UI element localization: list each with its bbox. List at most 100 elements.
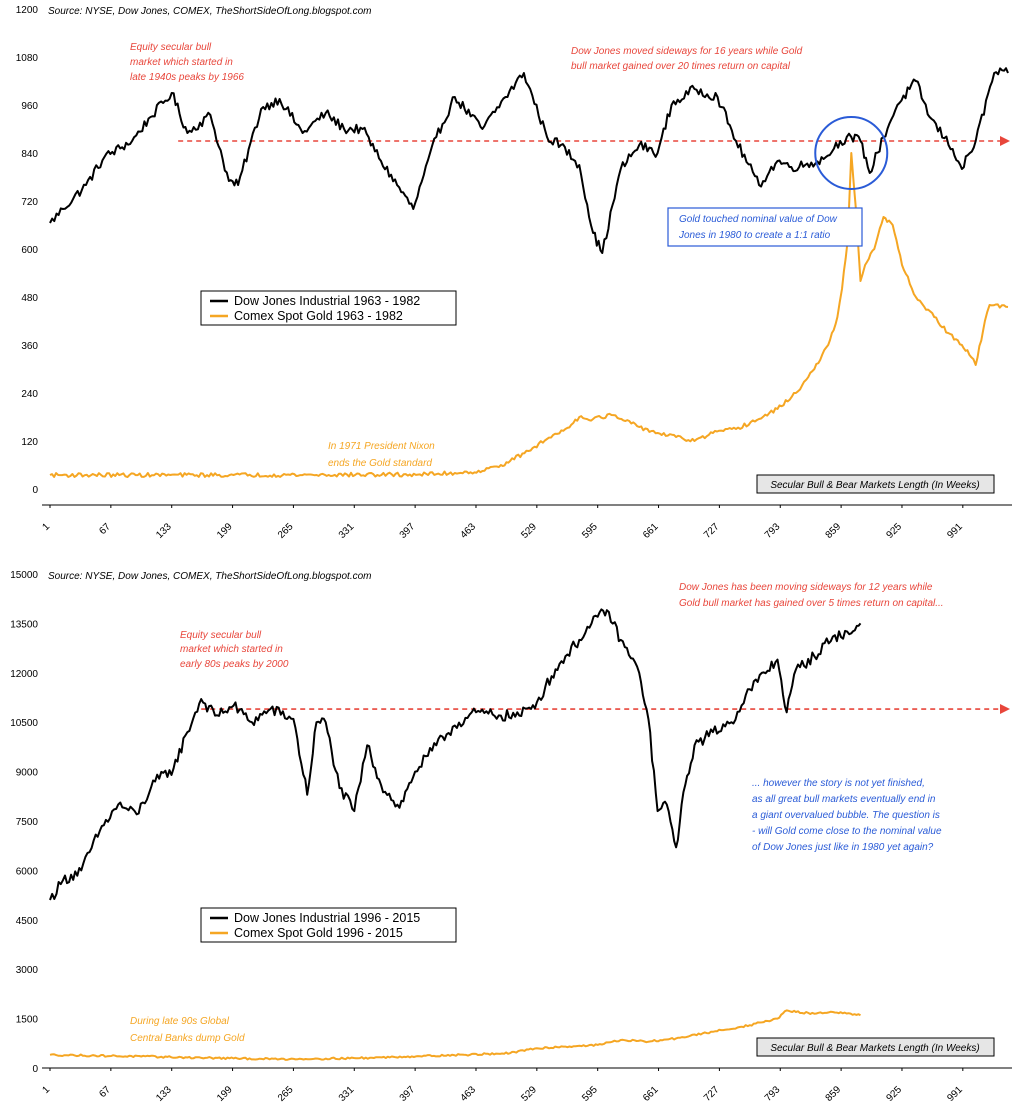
- x-tick-label: 859: [824, 1084, 844, 1104]
- annotation-equity-bull: Equity secular bull market which started…: [130, 42, 244, 83]
- y-tick-label: 12000: [10, 669, 38, 680]
- x-tick-label: 793: [763, 1084, 783, 1104]
- annotation-line: Equity secular bull: [130, 42, 212, 53]
- annotation-line: - will Gold come close to the nominal va…: [752, 826, 942, 837]
- annotation-line: ends the Gold standard: [328, 458, 432, 469]
- x-tick-label: 463: [459, 1084, 479, 1104]
- annotation-line: a giant overvalued bubble. The question …: [752, 810, 940, 821]
- y-tick-label: 1080: [16, 53, 39, 64]
- x-tick-label: 859: [824, 521, 844, 541]
- x-tick-label: 793: [763, 521, 783, 541]
- x-tick-label: 595: [580, 1084, 600, 1104]
- x-tick-label: 331: [337, 521, 357, 541]
- annotation-line: Equity secular bull: [180, 630, 262, 641]
- source-label: Source: NYSE, Dow Jones, COMEX, TheShort…: [48, 6, 372, 17]
- legend-label-dow: Dow Jones Industrial 1996 - 2015: [234, 911, 420, 925]
- y-tick-label: 0: [32, 485, 38, 496]
- annotation-line: Gold bull market has gained over 5 times…: [679, 598, 944, 609]
- y-tick-label: 600: [21, 245, 38, 256]
- x-tick-label: 331: [337, 1084, 357, 1104]
- y-tick-label: 360: [21, 341, 38, 352]
- x-tick-label: 1: [40, 521, 52, 533]
- annotation-line: of Dow Jones just like in 1980 yet again…: [752, 842, 934, 853]
- y-tick-label: 13500: [10, 619, 38, 630]
- x-tick-label: 199: [215, 521, 235, 541]
- y-tick-label: 10500: [10, 718, 38, 729]
- x-tick-label: 397: [398, 1084, 418, 1104]
- chart-dow-gold-1996-2015: Source: NYSE, Dow Jones, COMEX, TheShort…: [10, 570, 1012, 1104]
- y-tick-label: 720: [21, 197, 38, 208]
- x-tick-label: 727: [702, 521, 722, 541]
- x-tick-label: 925: [885, 1084, 905, 1104]
- y-tick-label: 7500: [16, 817, 39, 828]
- y-tick-label: 0: [32, 1064, 38, 1075]
- y-tick-label: 6000: [16, 866, 39, 877]
- x-axis-label-box: Secular Bull & Bear Markets Length (In W…: [756, 474, 995, 494]
- x-tick-label: 463: [459, 521, 479, 541]
- legend: Dow Jones Industrial 1963 - 1982 Comex S…: [200, 290, 457, 326]
- annotation-line: bull market gained over 20 times return …: [571, 61, 791, 72]
- x-tick-label: 265: [276, 1084, 296, 1104]
- y-tick-label: 240: [21, 389, 38, 400]
- annotation-line: as all great bull markets eventually end…: [752, 794, 936, 805]
- annotation-equity-bull: Equity secular bull market which started…: [180, 630, 289, 670]
- series-line-dow: [49, 608, 862, 901]
- y-tick-label: 1200: [16, 5, 39, 16]
- annotation-story: ... however the story is not yet finishe…: [752, 778, 942, 853]
- x-tick-label: 661: [641, 1084, 661, 1104]
- x-tick-label: 991: [945, 1084, 965, 1104]
- legend-label-dow: Dow Jones Industrial 1963 - 1982: [234, 294, 420, 308]
- series-line-dow: [49, 67, 1009, 254]
- annotation-central-banks: During late 90s Global Central Banks dum…: [130, 1016, 245, 1044]
- reference-arrow-head: [1000, 704, 1010, 715]
- chart-dow-gold-1963-1982: Source: NYSE, Dow Jones, COMEX, TheShort…: [16, 5, 1012, 541]
- annotation-line: Gold touched nominal value of Dow: [679, 214, 838, 225]
- x-tick-label: 925: [885, 521, 905, 541]
- y-tick-label: 120: [21, 437, 38, 448]
- annotation-ratio-box: Gold touched nominal value of Dow Jones …: [667, 207, 863, 247]
- annotation-nixon: In 1971 President Nixon ends the Gold st…: [328, 441, 435, 469]
- annotation-line: market which started in: [180, 644, 283, 655]
- annotation-line: In 1971 President Nixon: [328, 441, 435, 452]
- legend-label-gold: Comex Spot Gold 1996 - 2015: [234, 926, 403, 940]
- x-tick-label: 133: [154, 521, 174, 541]
- x-tick-label: 199: [215, 1084, 235, 1104]
- series-line-gold: [49, 1009, 861, 1061]
- series-line-gold: [49, 152, 1009, 478]
- annotation-line: During late 90s Global: [130, 1016, 230, 1027]
- x-tick-label: 727: [702, 1084, 722, 1104]
- annotation-sideways: Dow Jones moved sideways for 16 years wh…: [571, 46, 803, 72]
- x-tick-label: 529: [519, 521, 539, 541]
- annotation-line: ... however the story is not yet finishe…: [752, 778, 925, 789]
- x-axis-label: Secular Bull & Bear Markets Length (In W…: [770, 1043, 979, 1054]
- annotation-line: Central Banks dump Gold: [130, 1033, 245, 1044]
- y-tick-label: 15000: [10, 570, 38, 581]
- y-tick-label: 480: [21, 293, 38, 304]
- reference-arrow-head: [1000, 136, 1010, 146]
- annotation-sideways: Dow Jones has been moving sideways for 1…: [679, 582, 944, 609]
- x-tick-label: 265: [276, 521, 296, 541]
- annotation-line: market which started in: [130, 57, 233, 68]
- x-tick-label: 991: [945, 521, 965, 541]
- x-tick-label: 67: [97, 521, 113, 537]
- x-axis-label-box: Secular Bull & Bear Markets Length (In W…: [756, 1037, 995, 1057]
- x-tick-label: 133: [154, 1084, 174, 1104]
- x-axis-label: Secular Bull & Bear Markets Length (In W…: [770, 480, 979, 491]
- x-tick-label: 397: [398, 521, 418, 541]
- x-tick-label: 661: [641, 521, 661, 541]
- legend-label-gold: Comex Spot Gold 1963 - 1982: [234, 309, 403, 323]
- x-tick-label: 595: [580, 521, 600, 541]
- annotation-line: Dow Jones moved sideways for 16 years wh…: [571, 46, 803, 57]
- legend: Dow Jones Industrial 1996 - 2015 Comex S…: [200, 907, 457, 943]
- y-tick-label: 9000: [16, 768, 39, 779]
- annotation-line: Dow Jones has been moving sideways for 1…: [679, 582, 933, 593]
- x-tick-label: 1: [40, 1084, 52, 1096]
- source-label: Source: NYSE, Dow Jones, COMEX, TheShort…: [48, 571, 372, 582]
- y-tick-label: 1500: [16, 1015, 39, 1026]
- annotation-line: early 80s peaks by 2000: [180, 659, 289, 670]
- y-tick-label: 4500: [16, 916, 39, 927]
- y-tick-label: 960: [21, 101, 38, 112]
- x-tick-label: 67: [97, 1084, 113, 1100]
- annotation-line: late 1940s peaks by 1966: [130, 72, 244, 83]
- y-tick-label: 3000: [16, 965, 39, 976]
